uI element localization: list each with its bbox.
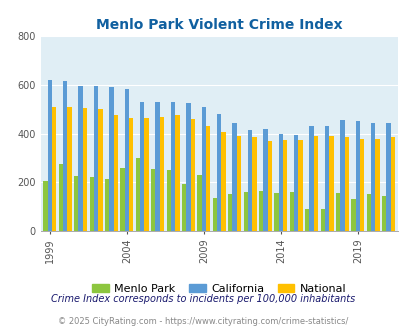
Bar [335,193,339,231]
Bar [375,139,379,231]
Bar [74,176,78,231]
Bar [232,123,236,231]
Bar [83,108,87,231]
Bar [236,136,241,231]
Bar [282,140,287,231]
Bar [324,126,328,231]
Bar [344,137,348,231]
Bar [109,87,113,231]
Bar [212,198,217,231]
Bar [155,102,160,231]
Bar [181,183,186,231]
Bar [205,126,210,231]
Bar [98,109,102,231]
Bar [43,181,47,231]
Bar [217,114,221,231]
Bar [120,168,124,231]
Bar [386,123,390,231]
Bar [267,141,271,231]
Bar [197,175,201,231]
Bar [355,121,359,231]
Legend: Menlo Park, California, National: Menlo Park, California, National [87,280,350,298]
Bar [166,170,171,231]
Bar [67,107,72,231]
Bar [262,129,267,231]
Bar [94,86,98,231]
Bar [124,89,129,231]
Bar [144,118,148,231]
Bar [135,158,140,231]
Bar [278,134,282,231]
Bar [47,80,52,231]
Bar [201,107,205,231]
Bar [252,137,256,231]
Bar [339,120,344,231]
Bar [78,86,83,231]
Bar [129,118,133,231]
Bar [113,115,117,231]
Bar [370,123,375,231]
Bar [293,135,298,231]
Bar [328,136,333,231]
Bar [289,192,293,231]
Title: Menlo Park Violent Crime Index: Menlo Park Violent Crime Index [96,18,342,32]
Bar [258,191,262,231]
Bar [309,126,313,231]
Bar [320,209,324,231]
Bar [298,140,302,231]
Bar [171,102,175,231]
Bar [140,102,144,231]
Bar [105,179,109,231]
Bar [313,136,318,231]
Bar [381,196,386,231]
Bar [221,132,225,231]
Bar [175,115,179,231]
Bar [90,178,94,231]
Bar [390,137,394,231]
Bar [247,130,252,231]
Bar [52,107,56,231]
Bar [228,194,232,231]
Bar [350,199,355,231]
Bar [186,103,190,231]
Bar [151,169,155,231]
Bar [305,209,309,231]
Bar [274,193,278,231]
Text: © 2025 CityRating.com - https://www.cityrating.com/crime-statistics/: © 2025 CityRating.com - https://www.city… [58,317,347,326]
Bar [366,194,370,231]
Bar [59,164,63,231]
Bar [63,81,67,231]
Bar [359,139,363,231]
Bar [160,116,164,231]
Text: Crime Index corresponds to incidents per 100,000 inhabitants: Crime Index corresponds to incidents per… [51,294,354,304]
Bar [243,192,247,231]
Bar [190,119,194,231]
